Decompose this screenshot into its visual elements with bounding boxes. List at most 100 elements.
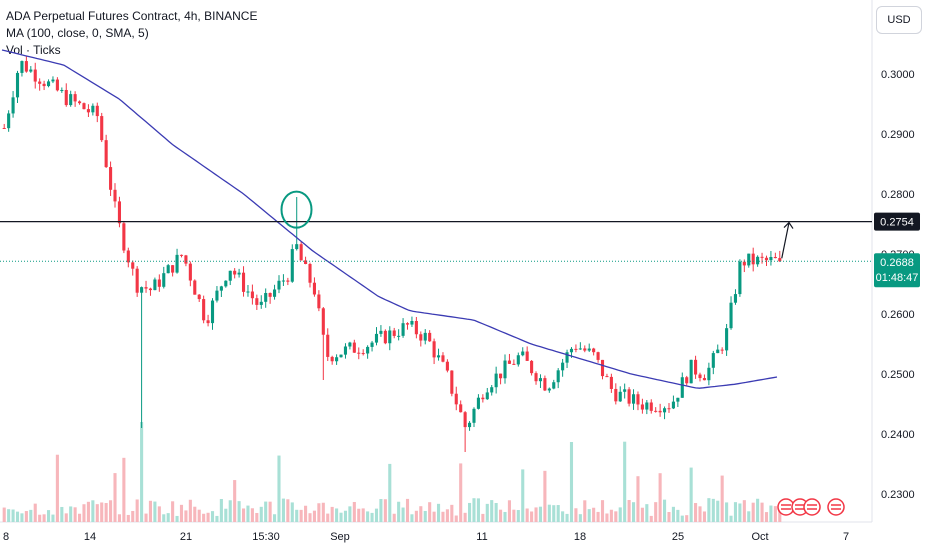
candle-body — [414, 320, 418, 335]
candle-body — [698, 374, 702, 379]
candle-body — [463, 412, 467, 428]
volume-bar — [135, 499, 139, 522]
candle-body — [33, 69, 37, 82]
volume-bar — [290, 502, 294, 522]
price-tick-label: 0.2300 — [881, 489, 915, 501]
volume-bar — [206, 512, 210, 522]
candle-body — [445, 361, 449, 371]
candle-body — [259, 301, 263, 305]
volume-bar — [109, 500, 113, 522]
last-price-label-bg — [874, 253, 920, 288]
volume-bar — [162, 514, 166, 522]
currency-button[interactable]: USD — [876, 6, 922, 34]
candle-body — [428, 332, 432, 342]
volume-bar — [264, 501, 268, 522]
volume-bar — [246, 505, 250, 522]
candle-body — [233, 270, 237, 275]
volume-bar — [304, 505, 308, 522]
volume-bar — [600, 500, 605, 522]
volume-bar — [751, 502, 755, 522]
volume-bar — [711, 498, 715, 522]
volume-bar — [343, 510, 348, 522]
candle-body — [241, 272, 246, 292]
candle-body — [237, 272, 241, 275]
volume-bar — [636, 476, 640, 522]
volume-bar — [166, 513, 170, 522]
candle-body — [246, 291, 250, 293]
candle-body — [55, 79, 59, 91]
candle-body — [658, 410, 662, 413]
candle-body — [78, 101, 82, 104]
ma-line — [1, 49, 778, 389]
candle-body — [773, 256, 777, 259]
candle-body — [419, 334, 423, 341]
candle-body — [600, 359, 605, 377]
volume-bar — [707, 498, 711, 522]
candle-body — [441, 355, 445, 362]
candle-body — [46, 81, 51, 87]
candle-body — [552, 382, 556, 389]
candle-body — [663, 408, 667, 413]
volume-bar — [587, 509, 591, 522]
volume-bar — [69, 506, 73, 522]
candle-body — [392, 330, 396, 336]
volume-bar — [618, 507, 622, 522]
volume-bar — [277, 455, 281, 522]
volume-bar — [33, 503, 37, 522]
volume-bar — [184, 510, 188, 522]
candle-body — [215, 290, 219, 301]
volume-bar — [494, 502, 498, 522]
candle-body — [113, 189, 117, 202]
candle-body — [335, 357, 339, 362]
candle-body — [592, 348, 596, 353]
volume-bar — [547, 504, 551, 522]
candle-body — [188, 263, 192, 281]
candle-body — [157, 279, 161, 287]
candle-body — [521, 351, 525, 356]
time-tick-label: Sep — [330, 531, 350, 543]
candle-body — [716, 349, 720, 354]
volume-bar — [450, 504, 454, 522]
candle-body — [410, 320, 414, 325]
volume-bar — [113, 473, 117, 522]
volume-bar — [476, 498, 480, 522]
volume-bar — [197, 509, 201, 522]
candle-body — [742, 261, 746, 266]
volume-bar — [237, 501, 241, 522]
volume-bar — [627, 499, 631, 522]
time-tick-label: 7 — [843, 531, 849, 543]
volume-bar — [401, 507, 405, 522]
volume-bar — [259, 506, 263, 522]
volume-bar — [680, 515, 684, 522]
candle-body — [397, 335, 401, 337]
candle-body — [166, 265, 170, 274]
volume-bar — [481, 513, 485, 522]
candle-body — [609, 376, 613, 389]
volume-bar — [122, 457, 126, 522]
volume-bar — [485, 503, 489, 522]
candle-body — [481, 397, 485, 400]
volume-bar — [445, 509, 449, 522]
candle-body — [339, 354, 343, 358]
volume-bar — [512, 509, 516, 522]
candle-body — [711, 353, 715, 368]
volume-bar — [738, 503, 742, 522]
volume-bar — [441, 511, 445, 522]
volume-bar — [538, 506, 543, 522]
volume-bar — [764, 512, 769, 522]
volume-bar — [565, 513, 569, 522]
volume-bar — [556, 505, 560, 522]
volume-bar — [561, 511, 565, 522]
candle-body — [729, 302, 733, 329]
candle-body — [587, 348, 591, 351]
volume-bar — [95, 504, 99, 522]
horizontal-line-label-bg — [874, 212, 920, 231]
volume-bar — [250, 508, 254, 522]
candle-body — [476, 397, 480, 409]
volume-bar — [569, 441, 574, 522]
candle-body — [330, 356, 334, 362]
event-flag-icon — [803, 498, 821, 516]
candle-body — [379, 330, 383, 334]
volume-bar — [414, 510, 418, 522]
